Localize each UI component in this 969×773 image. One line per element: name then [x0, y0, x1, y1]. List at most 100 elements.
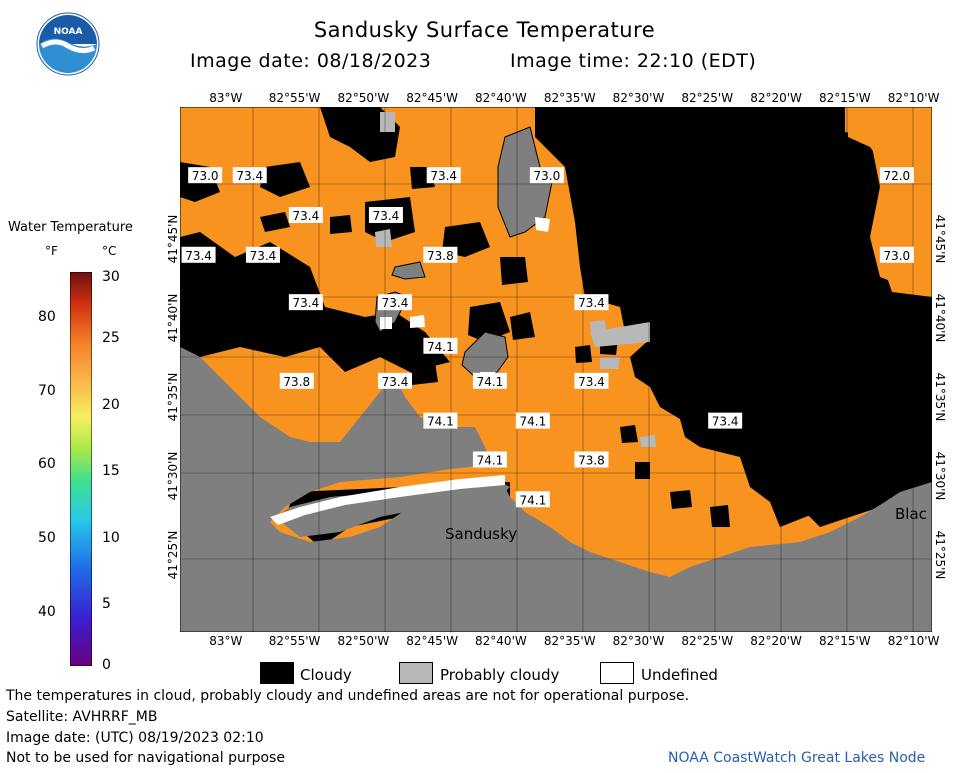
legend-unit-celsius: °C — [102, 244, 117, 258]
fahrenheit-tick-label: 50 — [38, 530, 56, 546]
temperature-label: 72.0 — [883, 169, 910, 183]
temperature-label-bg — [879, 167, 914, 184]
temperature-label-bg — [879, 246, 914, 263]
temperature-label: 74.1 — [477, 453, 504, 467]
longitude-tick-label-bot: 82°25'W — [681, 634, 734, 648]
place-label-sandusky: Sandusky — [445, 525, 517, 543]
footer-utc-date: Image date: (UTC) 08/19/2023 02:10 — [6, 730, 264, 746]
legend-unit-fahrenheit: °F — [45, 244, 58, 258]
celsius-tick-label: 20 — [102, 397, 120, 413]
temperature-label: 73.0 — [534, 169, 561, 183]
key-swatch-undefined — [600, 662, 634, 684]
latitude-tick-label-left: 41°25'N — [166, 530, 180, 579]
longitude-tick-label-top: 82°50'W — [337, 91, 390, 105]
temperature-label-bg — [279, 372, 314, 389]
place-label-blac: Blac — [895, 505, 927, 523]
temperature-label-bg — [708, 412, 743, 429]
celsius-tick-label: 30 — [102, 269, 120, 285]
temperature-label-bg — [426, 167, 461, 184]
temperature-label: 74.1 — [427, 340, 454, 354]
longitude-tick-label-bot: 82°20'W — [750, 634, 802, 648]
longitude-tick-label-bot: 82°10'W — [887, 634, 940, 648]
image-time-label: Image time: 22:10 (EDT) — [510, 50, 757, 72]
latitude-tick-label-left: 41°40'N — [166, 293, 180, 343]
longitude-tick-label-top: 82°35'W — [543, 91, 596, 105]
temperature-label: 73.4 — [250, 249, 277, 263]
longitude-tick-label-bot: 82°40'W — [475, 634, 527, 648]
footer-navigation-warning: Not to be used for navigational purpose — [6, 750, 285, 766]
temperature-label-bg — [574, 451, 609, 468]
probably-cloudy-layer — [375, 112, 656, 447]
temperature-label: 73.0 — [883, 249, 910, 263]
temperature-labels: 73.0 73.4 73.4 73.0 72.0 73.4 73.4 73.4 73.4 73.8… — [181, 167, 914, 508]
celsius-tick-label: 15 — [102, 463, 120, 479]
temperature-map: 73.0 73.4 73.4 73.0 72.0 73.4 73.4 73.4 73.4 73.8… — [180, 107, 932, 632]
temperature-label-bg — [378, 372, 413, 389]
temperature-label-bg — [515, 491, 550, 508]
temperature-label: 74.1 — [427, 415, 454, 429]
logo-text: NOAA — [54, 27, 83, 37]
fahrenheit-tick-label: 60 — [38, 456, 56, 472]
key-swatch-probably-cloudy — [399, 662, 433, 684]
footer-satellite: Satellite: AVHRRF_MB — [6, 709, 158, 725]
temperature-label-bg — [574, 294, 609, 311]
celsius-tick-label: 10 — [102, 530, 120, 546]
temperature-label-bg — [288, 294, 323, 311]
celsius-tick-label: 25 — [102, 330, 120, 346]
longitude-tick-label-top: 82°20'W — [750, 91, 802, 105]
fahrenheit-tick-label: 80 — [38, 309, 56, 325]
fahrenheit-tick-label: 40 — [38, 604, 56, 620]
temperature-label: 73.8 — [283, 375, 310, 389]
temperature-label-bg — [368, 206, 403, 223]
temperature-label: 73.8 — [427, 249, 454, 263]
key-swatch-cloudy — [260, 662, 294, 684]
temperature-label: 73.8 — [578, 453, 605, 467]
longitude-tick-label-top: 82°45'W — [406, 91, 458, 105]
latitude-tick-label-right: 41°45'N — [933, 214, 947, 264]
key-label-undefined: Undefined — [641, 666, 718, 684]
key-label-probably-cloudy: Probably cloudy — [440, 666, 560, 684]
temperature-label: 73.4 — [430, 169, 457, 183]
temperature-label-bg — [423, 246, 458, 263]
latitude-tick-label-right: 41°25'N — [933, 530, 947, 579]
temperature-label: 73.4 — [185, 249, 212, 263]
color-scale-bar — [70, 272, 92, 666]
latitude-tick-label-left: 41°30'N — [166, 451, 180, 500]
longitude-tick-label-top: 83°W — [209, 91, 243, 105]
temperature-label-bg — [472, 451, 507, 468]
longitude-tick-label-bot: 82°45'W — [406, 634, 458, 648]
temperature-label-bg — [574, 372, 609, 389]
temperature-label: 73.4 — [236, 169, 263, 183]
temperature-label: 74.1 — [477, 375, 504, 389]
temperature-label: 73.4 — [712, 415, 739, 429]
longitude-tick-label-top: 82°15'W — [818, 91, 871, 105]
temperature-label-bg — [245, 246, 280, 263]
temperature-label: 73.0 — [192, 169, 219, 183]
noaa-logo-icon: NOAA — [36, 12, 100, 76]
latitude-tick-label-right: 41°40'N — [933, 293, 947, 343]
key-label-cloudy: Cloudy — [300, 666, 352, 684]
temperature-label: 73.4 — [578, 296, 605, 310]
longitude-tick-label-bot: 82°30'W — [612, 634, 665, 648]
longitude-tick-label-bot: 82°50'W — [337, 634, 390, 648]
legend-title: Water Temperature — [8, 220, 133, 235]
footer-credit-link[interactable]: NOAA CoastWatch Great Lakes Node — [668, 750, 926, 766]
temperature-label: 74.1 — [519, 493, 546, 507]
temperature-label-bg — [529, 167, 564, 184]
longitude-tick-label-bot: 82°15'W — [818, 634, 871, 648]
longitude-tick-label-top: 82°40'W — [475, 91, 527, 105]
page-title: Sandusky Surface Temperature — [313, 18, 656, 42]
celsius-tick-label: 0 — [102, 657, 111, 673]
land-area — [180, 347, 932, 632]
fahrenheit-tick-label: 70 — [38, 383, 56, 399]
temperature-label-bg — [232, 167, 267, 184]
temperature-label-bg — [188, 167, 223, 184]
temperature-label: 73.4 — [293, 209, 320, 223]
latitude-tick-label-right: 41°35'N — [933, 372, 947, 422]
temperature-label-bg — [423, 337, 458, 354]
temperature-label-bg — [288, 206, 323, 223]
temperature-label-bg — [181, 246, 216, 263]
longitude-tick-label-top: 82°30'W — [612, 91, 665, 105]
longitude-tick-label-bot: 82°55'W — [268, 634, 321, 648]
latitude-tick-label-left: 41°35'N — [166, 372, 180, 422]
